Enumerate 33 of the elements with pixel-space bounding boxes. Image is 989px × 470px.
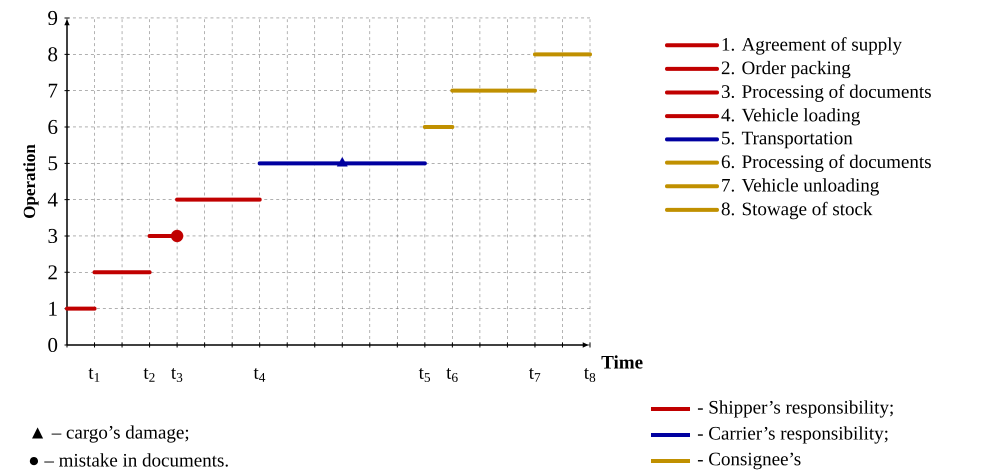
x-tick-label: t$_{3}$ (171, 368, 182, 382)
x-tick-label: t$_{4}$ (254, 368, 266, 382)
y-tick-label: 1 (49, 302, 57, 316)
y-tick-label: 9 (48, 10, 58, 26)
text: ▲ – cargo’s damage; (32, 425, 188, 443)
y-axis-title: Operation (23, 144, 39, 218)
x-tick-label: t$_{2}$ (144, 368, 155, 382)
legend-label: 7. Vehicle unloading (722, 178, 879, 196)
legend-label: 2. Order packing (722, 60, 850, 78)
legend-label: 5. Transportation (722, 132, 853, 148)
y-tick-label: 8 (48, 47, 58, 62)
text: - Carrier’s responsibility; (698, 426, 888, 444)
legend-label: 8. Stowage of stock (722, 202, 872, 220)
y-tick-label: 2 (48, 265, 57, 280)
legend-label: 4. Vehicle loading (721, 108, 860, 126)
y-tick-label: 4 (48, 192, 58, 207)
text: ● – mistake in documents. (30, 453, 228, 467)
text: - Shipper’s responsibility; (698, 400, 893, 418)
x-tick-label: t$_{7}$ (528, 368, 540, 382)
y-tick-label: 0 (48, 338, 58, 352)
text: - Consignee’s (698, 452, 800, 470)
legend-label: 3. Processing of documents (722, 84, 931, 102)
y-tick-label: 5 (48, 156, 58, 170)
legend-label: 1. Agreement of supply (722, 37, 902, 55)
x-tick-label: t$_{1}$ (88, 368, 100, 382)
x-axis-title: Time (601, 355, 643, 369)
y-tick-label: 6 (48, 120, 58, 134)
x-tick-label: t$_{8}$ (584, 368, 596, 382)
y-tick-label: 3 (48, 228, 58, 244)
x-tick-label: t$_{6}$ (446, 368, 458, 382)
y-tick-label: 7 (48, 84, 58, 98)
legend-label: 6. Processing of documents (722, 154, 931, 172)
x-tick-label: t$_{5}$ (418, 368, 430, 382)
